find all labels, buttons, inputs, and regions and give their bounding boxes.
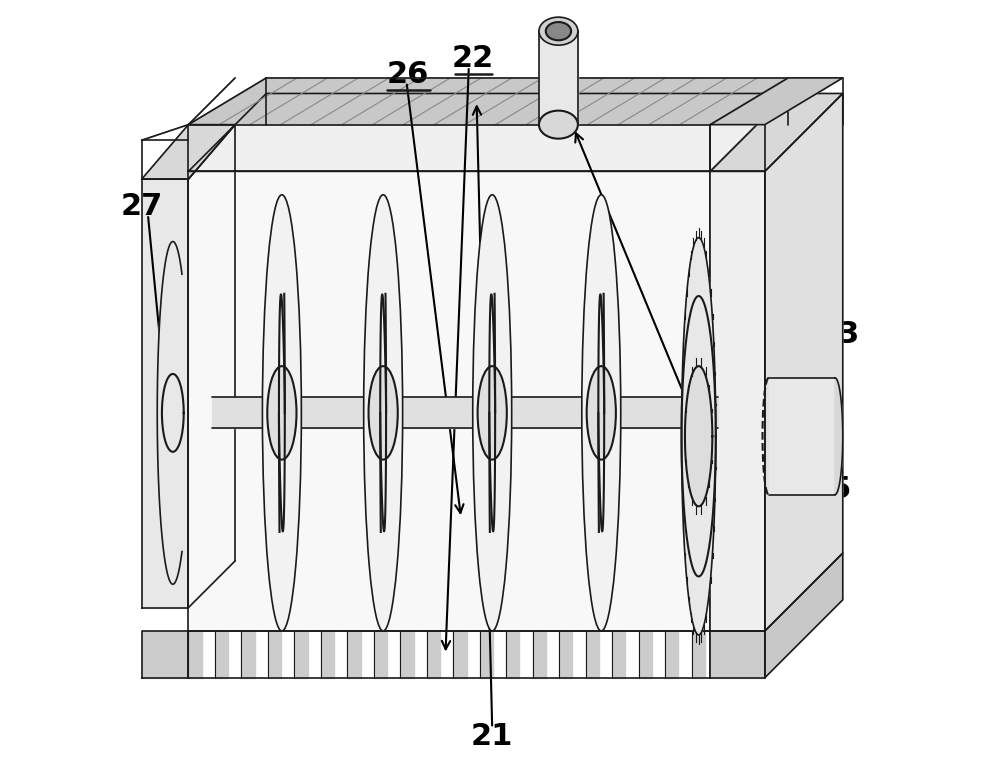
Polygon shape [682, 238, 716, 635]
Polygon shape [294, 631, 308, 678]
Polygon shape [685, 366, 712, 506]
Ellipse shape [262, 195, 301, 631]
Polygon shape [188, 93, 788, 171]
Ellipse shape [473, 195, 512, 631]
Ellipse shape [369, 366, 398, 460]
Polygon shape [142, 179, 188, 608]
Text: 27: 27 [121, 192, 163, 221]
Polygon shape [142, 631, 188, 678]
Polygon shape [710, 553, 788, 678]
Ellipse shape [364, 195, 403, 631]
Text: 24: 24 [744, 577, 786, 607]
Polygon shape [157, 241, 182, 584]
Ellipse shape [539, 111, 578, 139]
Polygon shape [710, 631, 765, 678]
Polygon shape [710, 171, 765, 631]
Polygon shape [268, 631, 281, 678]
Polygon shape [539, 31, 578, 125]
Ellipse shape [587, 366, 616, 460]
Polygon shape [321, 631, 334, 678]
Polygon shape [188, 171, 710, 631]
Text: 21: 21 [471, 721, 513, 751]
Polygon shape [710, 93, 843, 171]
Polygon shape [639, 631, 652, 678]
Polygon shape [480, 631, 493, 678]
Polygon shape [188, 631, 202, 678]
Ellipse shape [582, 195, 621, 631]
Polygon shape [453, 631, 467, 678]
Polygon shape [215, 631, 228, 678]
Ellipse shape [267, 366, 296, 460]
Polygon shape [769, 378, 835, 495]
Polygon shape [427, 631, 440, 678]
Polygon shape [586, 631, 599, 678]
Text: 26: 26 [387, 59, 429, 89]
Text: 22: 22 [452, 44, 494, 73]
Polygon shape [559, 631, 572, 678]
Ellipse shape [546, 22, 571, 41]
Polygon shape [710, 78, 843, 125]
Polygon shape [374, 631, 387, 678]
Polygon shape [665, 631, 678, 678]
Text: 23: 23 [818, 320, 860, 350]
Ellipse shape [478, 366, 507, 460]
Ellipse shape [539, 17, 578, 45]
Polygon shape [188, 78, 788, 125]
Polygon shape [241, 631, 255, 678]
Polygon shape [533, 631, 546, 678]
Polygon shape [506, 631, 519, 678]
Polygon shape [692, 631, 705, 678]
Polygon shape [835, 378, 843, 495]
Polygon shape [612, 631, 625, 678]
Polygon shape [347, 631, 361, 678]
Polygon shape [765, 553, 843, 678]
Polygon shape [142, 125, 235, 179]
Polygon shape [765, 93, 843, 631]
Polygon shape [142, 78, 235, 140]
Text: 25: 25 [810, 474, 852, 504]
Polygon shape [710, 93, 788, 631]
Polygon shape [400, 631, 414, 678]
